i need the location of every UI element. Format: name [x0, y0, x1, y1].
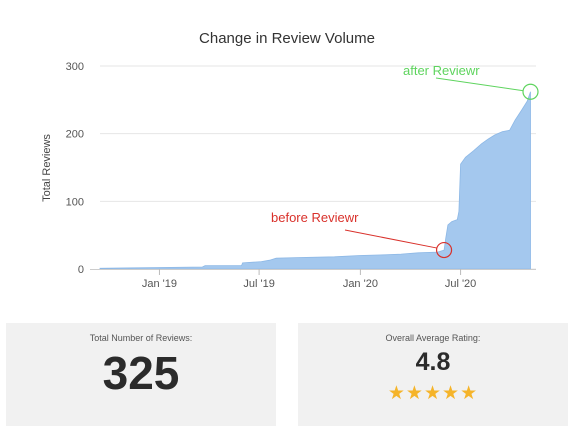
star-icon: ★: [442, 382, 461, 404]
x-tick-label: Jul '19: [243, 278, 274, 290]
x-tick-label: Jan '19: [142, 278, 177, 290]
star-icon: ★: [423, 382, 443, 404]
total-reviews-card: Total Number of Reviews: 325: [6, 323, 276, 426]
x-tick-label: Jul '20: [445, 278, 476, 290]
total-reviews-label: Total Number of Reviews:: [89, 333, 193, 343]
review-volume-chart: Change in Review Volume Total Reviews 0 100…: [41, 30, 539, 290]
area-series: [99, 91, 531, 270]
y-tick-label: 0: [78, 264, 84, 276]
star-icon: ★: [405, 382, 424, 404]
average-rating-card: Overall Average Rating: 4.8 ★★★★★: [298, 323, 568, 426]
average-rating-value: 4.8: [415, 348, 451, 376]
star-icon: ★: [387, 382, 406, 404]
total-reviews-value: 325: [102, 347, 180, 399]
annotation-after: after Reviewr: [403, 63, 480, 78]
chart-title: Change in Review Volume: [199, 30, 375, 47]
annotation-circle-after: [522, 83, 539, 100]
y-axis-label: Total Reviews: [41, 134, 53, 202]
y-tick-label: 200: [66, 129, 84, 141]
average-rating-label: Overall Average Rating:: [385, 333, 481, 343]
chart-svg: Change in Review Volume Total Reviews 0 100…: [41, 30, 539, 290]
y-tick-label: 300: [66, 61, 84, 73]
annotation-line-before: [344, 229, 438, 249]
star-icon: ★: [460, 382, 479, 404]
y-tick-label: 100: [66, 196, 84, 208]
annotation-before: before Reviewr: [271, 210, 359, 225]
x-tick-label: Jan '20: [343, 278, 378, 290]
rating-stars: ★★★★★: [298, 382, 568, 404]
annotation-line-after: [435, 77, 524, 92]
annotation-circle-before: [435, 241, 453, 259]
